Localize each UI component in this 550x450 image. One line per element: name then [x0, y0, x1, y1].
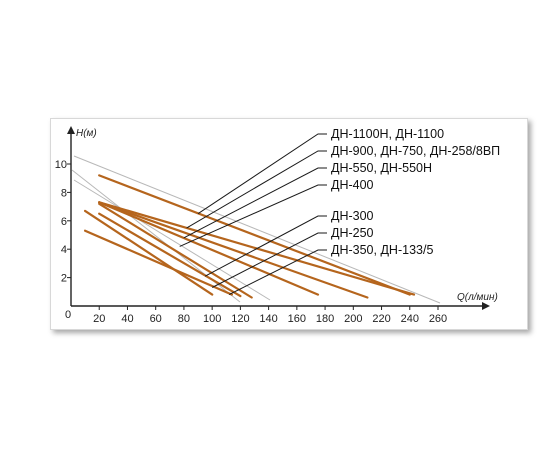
legend-item-7: ДН-350, ДН-133/5: [331, 243, 433, 257]
x-tick-label: 60: [150, 313, 162, 325]
series-line-7: [83, 229, 233, 296]
y-tick-label: 6: [61, 216, 67, 228]
y-tick-label: 4: [61, 244, 67, 256]
x-tick-label: 140: [259, 313, 277, 325]
legend-leader-lines: [179, 133, 327, 296]
leader-line-7: [228, 249, 327, 296]
leader-line-5: [204, 215, 327, 277]
x-tick-label: 160: [288, 313, 306, 325]
legend-item-5: ДН-300: [331, 209, 374, 223]
leader-line-4: [179, 184, 327, 247]
legend-item-2: ДН-900, ДН-750, ДН-258/8ВП: [331, 144, 500, 158]
series-line-5: [98, 202, 253, 299]
x-tick-label: 260: [429, 313, 447, 325]
x-tick-label: 80: [178, 313, 190, 325]
x-tick-label: 240: [401, 313, 419, 325]
y-axis-arrow: [67, 126, 75, 134]
diagonal-line-1: [73, 155, 441, 304]
y-tick-label: 8: [61, 187, 67, 199]
diagonal-line-2: [73, 179, 271, 301]
y-tick-label: 2: [61, 273, 67, 285]
series-line-4: [98, 201, 320, 296]
y-axis-label: H(м): [76, 128, 97, 139]
x-axis-arrow: [482, 302, 490, 310]
series-line-3: [98, 201, 369, 299]
leader-line-1: [197, 133, 327, 215]
x-tick-label: 20: [93, 313, 105, 325]
x-tick-label: 120: [231, 313, 249, 325]
x-axis-label: Q(л/мин): [457, 292, 498, 303]
leader-line-3: [183, 167, 327, 239]
series-line-1: [98, 174, 411, 296]
legend-item-4: ДН-400: [331, 178, 374, 192]
series-line-6: [98, 212, 242, 298]
x-tick-label: 0: [65, 309, 71, 321]
leader-line-2: [186, 150, 327, 229]
x-tick-label: 40: [121, 313, 133, 325]
legend-item-3: ДН-550, ДН-550Н: [331, 161, 432, 175]
x-tick-label: 100: [203, 313, 221, 325]
x-tick-label: 200: [344, 313, 362, 325]
performance-curves: [83, 174, 416, 299]
x-tick-label: 220: [372, 313, 390, 325]
y-tick-label: 10: [55, 159, 67, 171]
legend: ДН-1100Н, ДН-1100 ДН-900, ДН-750, ДН-258/…: [331, 127, 500, 257]
legend-item-1: ДН-1100Н, ДН-1100: [331, 127, 444, 141]
legend-item-6: ДН-250: [331, 226, 374, 240]
axes: 0 20 40 60 80 100 120 140 160 180 200 220 240 260 2 4 6 8…: [55, 126, 490, 325]
leader-line-6: [211, 232, 327, 288]
x-tick-label: 180: [316, 313, 334, 325]
series-line-8: [83, 209, 214, 296]
